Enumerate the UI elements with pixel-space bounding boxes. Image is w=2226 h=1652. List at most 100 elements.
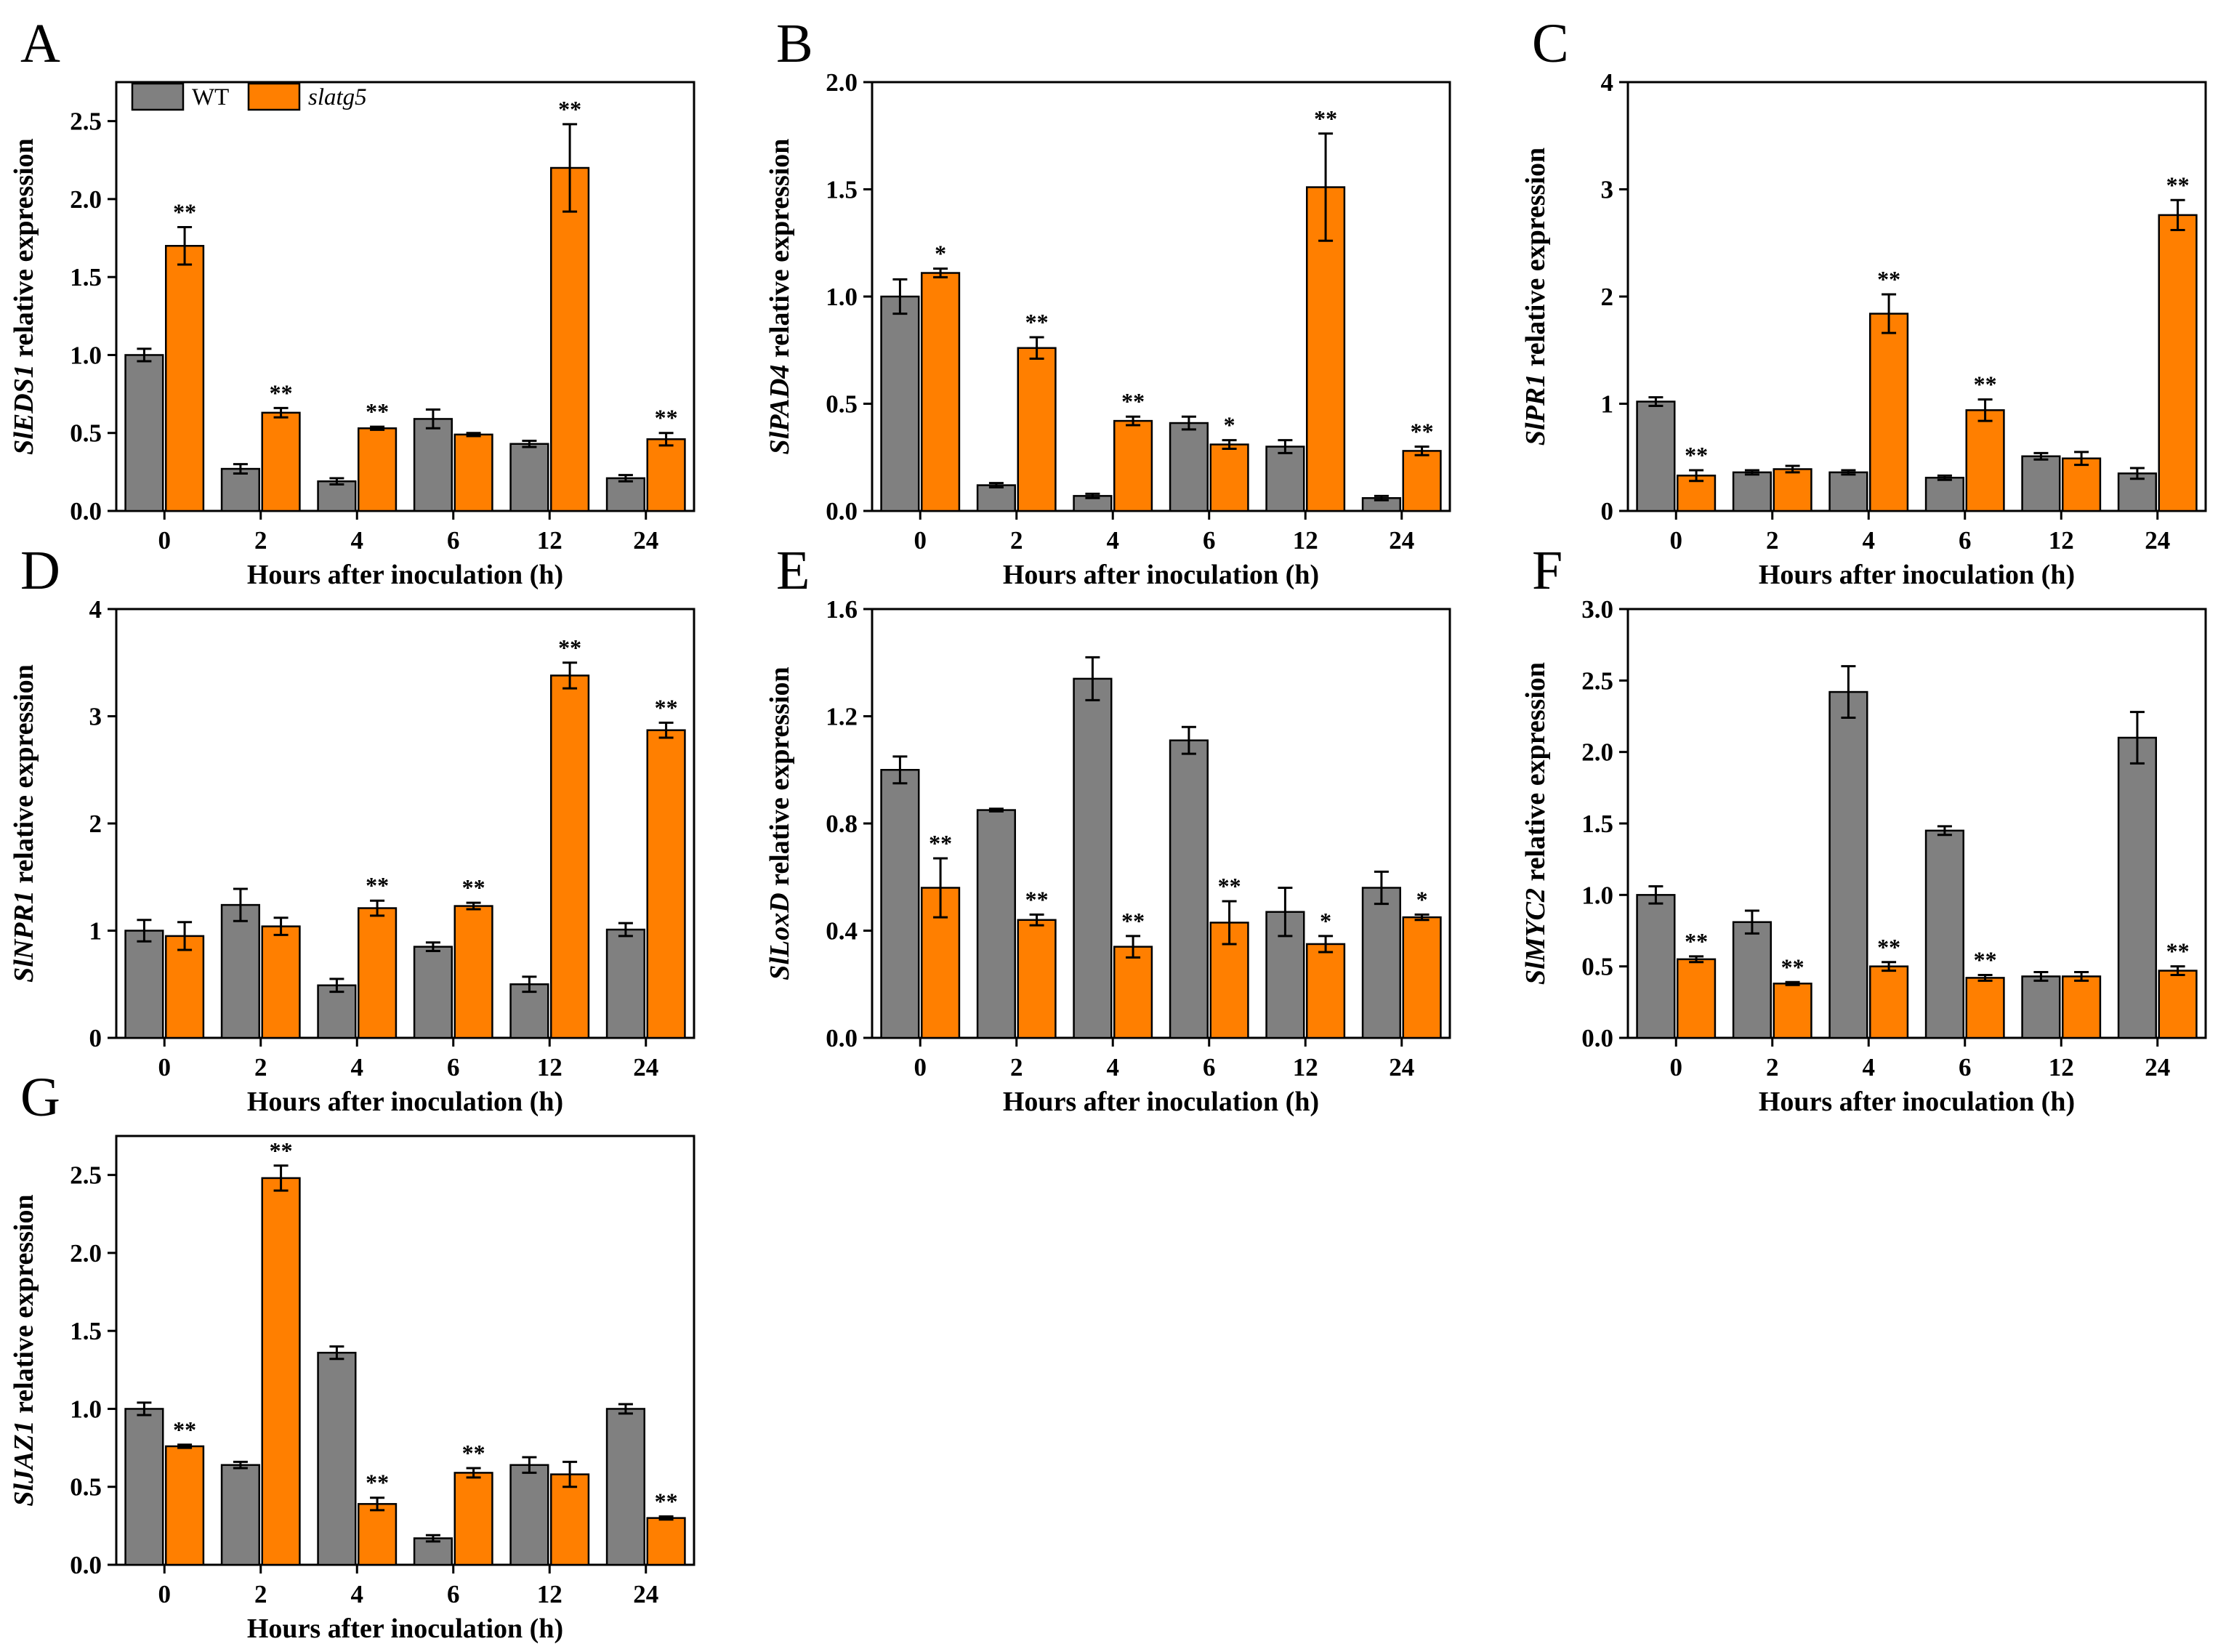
y-axis-gene: SlNPR1: [9, 890, 39, 983]
bar-wt: [509, 1464, 549, 1566]
bar-slatg5: [453, 433, 493, 512]
bar-wt: [413, 418, 453, 512]
x-tick-label: 6: [1959, 1053, 1972, 1081]
bar-slatg5: [1965, 977, 2005, 1039]
y-tick-label: 2.0: [1581, 738, 1613, 767]
y-tick-label: 0.5: [70, 419, 102, 448]
legend-label-wt: WT: [192, 84, 229, 110]
bar-wt: [1732, 471, 1772, 512]
y-axis-gene: SlEDS1: [9, 364, 39, 455]
y-tick-label: 1: [1601, 390, 1614, 419]
y-axis-gene: SlPAD4: [765, 365, 795, 455]
y-tick-label: 4: [1601, 68, 1614, 97]
bar-wt: [976, 809, 1016, 1039]
y-axis-title: SlMYC2 relative expression: [1520, 662, 1551, 985]
bar-slatg5: [550, 674, 590, 1039]
bar-wt: [605, 1408, 646, 1566]
significance-mark: **: [1314, 105, 1337, 132]
y-tick-label: 1.6: [826, 595, 858, 624]
y-tick-label: 1.0: [70, 1395, 102, 1423]
bar-slatg5: [261, 411, 301, 512]
y-tick-label: 3.0: [1581, 595, 1613, 624]
y-axis-suffix: relative expression: [1520, 148, 1551, 374]
bar-slatg5: [646, 438, 686, 512]
significance-mark: **: [2166, 172, 2190, 198]
x-axis-title: Hours after inoculation (h): [247, 1613, 563, 1644]
y-axis-suffix: relative expression: [1520, 662, 1551, 888]
y-tick-label: 2.5: [1581, 666, 1613, 695]
panel-letter: C: [1532, 13, 1569, 74]
bar-slatg5: [1402, 916, 1442, 1039]
bar-wt: [220, 467, 261, 512]
x-tick-label: 6: [447, 526, 460, 555]
significance-mark: **: [655, 1488, 678, 1514]
bar-wt: [509, 983, 549, 1039]
bar-slatg5: [358, 427, 398, 512]
bar-slatg5: [1306, 943, 1346, 1039]
y-tick-label: 0.0: [70, 1551, 102, 1579]
x-axis-title: Hours after inoculation (h): [1003, 1087, 1319, 1117]
x-tick-label: 2: [254, 526, 267, 555]
panel-letter: B: [776, 13, 813, 74]
bar-slatg5: [1773, 983, 1812, 1039]
significance-mark: **: [366, 398, 389, 424]
y-tick-label: 3: [1601, 176, 1614, 204]
bar-slatg5: [1869, 965, 1909, 1039]
bar-slatg5: [550, 1473, 590, 1566]
x-tick-label: 24: [633, 1053, 658, 1081]
significance-mark: **: [173, 199, 196, 225]
bar-slatg5: [1773, 468, 1812, 512]
y-tick-label: 2: [89, 810, 102, 838]
bar-wt: [2021, 455, 2061, 512]
significance-mark: **: [462, 1440, 485, 1466]
bar-wt: [1169, 739, 1209, 1039]
panel-f: F 0.0 0.5 1.0 1.5 2.0 2.5 3.0 SlMYC2 relative ex…: [1520, 540, 2207, 1117]
significance-mark: **: [655, 694, 678, 720]
x-axis-title: Hours after inoculation (h): [247, 1087, 563, 1117]
bar-wt: [317, 480, 357, 512]
bar-slatg5: [358, 907, 398, 1039]
bar-slatg5: [453, 1472, 493, 1566]
x-tick-label: 2: [1766, 526, 1779, 555]
bar-wt: [317, 1351, 357, 1566]
panel-a: A 0.0 0.5 1.0 1.5 2.0 2.5 SlEDS1 relative expre…: [9, 13, 695, 590]
significance-mark: **: [366, 1470, 389, 1496]
y-tick-label: 2.5: [70, 108, 102, 136]
x-tick-label: 0: [158, 526, 172, 555]
significance-mark: **: [1411, 419, 1434, 445]
bar-slatg5: [1113, 946, 1153, 1039]
bar-slatg5: [261, 925, 301, 1039]
legend-label-slatg5: slatg5: [308, 84, 367, 110]
plot-frame: [115, 81, 695, 512]
y-tick-label: 0.0: [70, 497, 102, 525]
bar-wt: [880, 295, 920, 512]
significance-mark: **: [1685, 928, 1708, 954]
y-axis-gene: SlMYC2: [1520, 888, 1551, 985]
y-axis-suffix: relative expression: [765, 666, 795, 893]
x-tick-label: 2: [1010, 1053, 1023, 1081]
y-axis-title: SlEDS1 relative expression: [9, 138, 39, 455]
y-axis-title: SlJAZ1 relative expression: [9, 1194, 39, 1506]
significance-mark: **: [270, 1137, 293, 1164]
bar-slatg5: [1402, 450, 1442, 512]
bar-wt: [413, 946, 453, 1039]
significance-mark: **: [1781, 954, 1804, 980]
x-tick-label: 6: [447, 1580, 460, 1608]
bar-slatg5: [165, 935, 205, 1039]
bar-wt: [976, 484, 1016, 512]
significance-mark: **: [2166, 938, 2190, 964]
x-tick-label: 12: [537, 526, 562, 555]
bar-wt: [317, 984, 357, 1039]
y-axis-suffix: relative expression: [765, 139, 795, 365]
bar-wt: [1924, 829, 1964, 1039]
y-tick-label: 1.5: [826, 176, 858, 204]
x-tick-label: 12: [1293, 1053, 1318, 1081]
panel-letter: F: [1532, 540, 1562, 601]
y-tick-label: 2.0: [70, 185, 102, 214]
bar-wt: [1924, 477, 1964, 512]
y-axis-suffix: relative expression: [9, 1194, 39, 1420]
bar-slatg5: [165, 245, 205, 512]
panel-letter: A: [20, 13, 60, 74]
bar-slatg5: [921, 272, 961, 512]
